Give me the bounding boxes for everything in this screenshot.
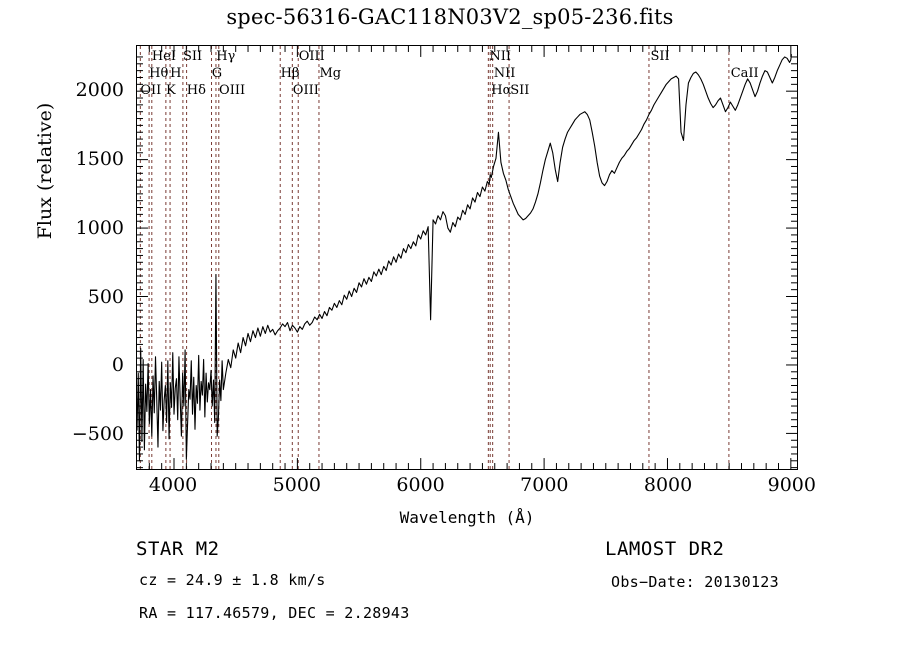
x-tick-label: 8000 xyxy=(643,474,693,496)
spectral-line-label: OII xyxy=(140,83,162,98)
spectral-line-label: OIII xyxy=(219,83,246,98)
spectral-line-label: Mg xyxy=(319,66,342,81)
y-tick-label: 1500 xyxy=(75,148,124,171)
spectral-line-label: Hθ xyxy=(149,66,169,81)
object-type-label: STAR M2 xyxy=(136,538,220,560)
y-tick-label: 1000 xyxy=(75,216,124,239)
y-tick-label: 2000 xyxy=(75,79,124,102)
spectral-line-label: SII xyxy=(510,83,530,98)
spectral-line-label: Hβ xyxy=(280,66,300,81)
x-tick-label: 6000 xyxy=(396,474,445,496)
spectrum-chart xyxy=(137,46,797,469)
x-tick-label: 7000 xyxy=(520,474,569,496)
spectral-line-label: OIII xyxy=(292,83,319,98)
y-tick-label: 500 xyxy=(87,285,124,308)
survey-label: LAMOST DR2 xyxy=(605,538,725,560)
x-axis-title: Wavelength (Å) xyxy=(399,508,535,527)
spectral-line-label: HeI xyxy=(151,49,177,64)
spectral-line-label: Hδ xyxy=(186,83,206,98)
x-tick-label: 4000 xyxy=(148,474,198,496)
obs-date-label: Obs−Date: 20130123 xyxy=(611,573,779,591)
spectral-line-label: NII xyxy=(489,49,512,64)
x-tick-label: 9000 xyxy=(767,474,816,496)
spectral-line-label: Hα xyxy=(491,83,512,98)
spectral-line-label: K xyxy=(165,83,176,98)
spectral-line-label: SII xyxy=(183,49,203,64)
x-tick-label: 5000 xyxy=(272,474,322,496)
spectral-line-label: CaII xyxy=(730,66,759,81)
spectral-line-label: G xyxy=(211,66,223,81)
spectral-line-label: OIII xyxy=(298,49,325,64)
plot-area xyxy=(136,45,798,470)
spectral-line-label: H xyxy=(170,66,182,81)
spectral-line-label: SII xyxy=(650,49,670,64)
y-tick-label: −500 xyxy=(71,423,124,446)
spectral-line-label: Hγ xyxy=(216,49,236,64)
redshift-velocity-label: cz = 24.9 ± 1.8 km/s xyxy=(139,571,326,589)
y-tick-label: 0 xyxy=(111,354,124,377)
spectral-line-label: NII xyxy=(493,66,516,81)
page-title: spec-56316-GAC118N03V2_sp05-236.fits xyxy=(226,5,674,29)
coordinates-label: RA = 117.46579, DEC = 2.28943 xyxy=(139,604,410,622)
